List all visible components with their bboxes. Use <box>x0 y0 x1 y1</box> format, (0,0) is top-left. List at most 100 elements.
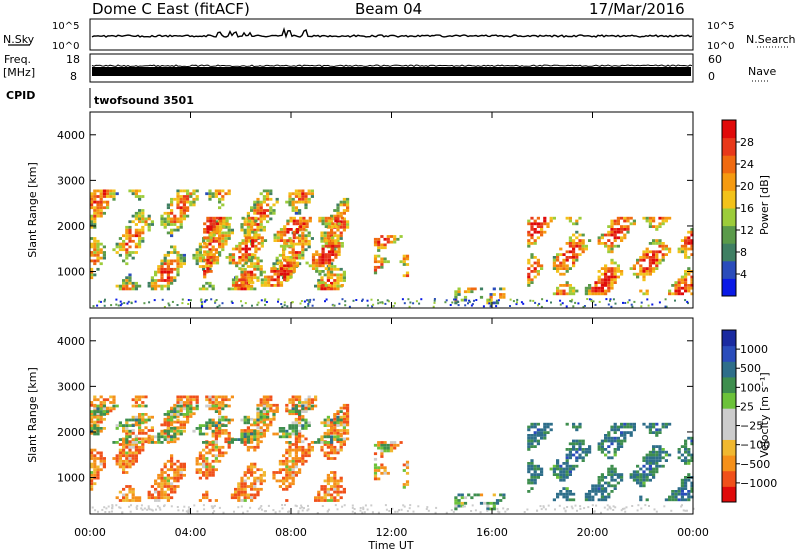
echo-cell <box>326 287 330 291</box>
ground-scatter-cell <box>274 511 277 514</box>
echo-cell <box>623 236 627 240</box>
echo-cell <box>93 415 97 419</box>
echo-cell <box>594 484 598 488</box>
echo-cell <box>288 432 292 436</box>
ground-scatter-cell <box>150 508 153 511</box>
echo-cell <box>594 492 598 496</box>
echo-cell <box>195 471 199 474</box>
echo-cell <box>289 256 293 259</box>
echo-cell <box>247 233 252 237</box>
echo-cell <box>594 487 598 490</box>
echo-cell <box>256 217 260 221</box>
echo-cell <box>310 398 314 402</box>
echo-cell <box>173 437 177 441</box>
echo-cell <box>253 253 257 257</box>
echo-cell <box>304 197 308 201</box>
echo-cell <box>336 440 340 444</box>
echo-cell <box>658 428 662 432</box>
colorbar-cell <box>722 486 736 503</box>
echo-cell <box>203 222 207 226</box>
echo-cell <box>588 445 592 448</box>
echo-cell <box>373 469 378 472</box>
echo-cell <box>310 448 314 452</box>
echo-cell <box>209 264 213 268</box>
echo-cell <box>186 206 190 210</box>
echo-cell <box>166 418 170 422</box>
echo-cell <box>320 279 324 282</box>
echo-cell <box>642 256 646 259</box>
echo-cell <box>684 459 688 462</box>
ground-scatter-cell <box>648 505 650 507</box>
echo-cell <box>202 496 206 500</box>
echo-cell <box>93 223 97 226</box>
ground-scatter-cell <box>364 504 367 507</box>
echo-cell <box>227 434 231 438</box>
echo-cell <box>212 253 216 256</box>
echo-cell <box>687 490 691 493</box>
ground-scatter-cell <box>280 303 283 305</box>
echo-cell <box>112 441 116 444</box>
echo-cell <box>211 287 215 291</box>
ground-scatter-cell <box>381 301 384 304</box>
echo-cell <box>173 413 177 416</box>
echo-cell <box>182 415 186 418</box>
echo-cell <box>301 410 305 413</box>
echo-cell <box>240 287 244 291</box>
echo-cell <box>291 248 295 252</box>
echo-cell <box>250 485 254 488</box>
echo-cell <box>125 284 129 288</box>
echo-cell <box>684 247 688 251</box>
echo-cell <box>383 449 387 453</box>
echo-cell <box>346 206 350 210</box>
echo-cell <box>642 476 646 479</box>
echo-cell <box>616 481 620 485</box>
echo-cell <box>559 292 563 296</box>
echo-cell <box>253 273 257 277</box>
echo-cell <box>90 214 94 218</box>
echo-cell <box>289 216 293 220</box>
echo-cell <box>182 206 186 210</box>
echo-cell <box>138 398 142 402</box>
echo-cell <box>253 211 257 215</box>
echo-cell <box>138 237 142 240</box>
echo-cell <box>246 435 250 439</box>
echo-cell <box>346 429 350 432</box>
echo-cell <box>209 236 213 240</box>
echo-cell <box>240 432 244 436</box>
echo-cell <box>224 451 228 455</box>
echo-cell <box>591 289 595 293</box>
echo-cell <box>658 445 662 448</box>
echo-cell <box>565 456 569 460</box>
echo-cell <box>530 436 534 440</box>
echo-cell <box>301 427 305 430</box>
ground-scatter-cell <box>526 508 529 511</box>
echo-cell <box>310 189 314 193</box>
echo-cell <box>607 289 611 293</box>
echo-cell <box>294 195 298 198</box>
echo-cell <box>333 273 337 277</box>
echo-cell <box>610 225 614 228</box>
ground-scatter-cell <box>444 301 447 304</box>
echo-cell <box>157 432 161 436</box>
echo-cell <box>604 448 608 451</box>
echo-cell <box>616 230 620 234</box>
ground-scatter-cell <box>105 507 108 510</box>
echo-cell <box>282 479 286 483</box>
echo-cell <box>292 222 296 226</box>
echo-cell <box>224 437 228 441</box>
echo-cell <box>339 211 343 215</box>
echo-cell <box>527 428 531 432</box>
echo-cell <box>131 445 135 449</box>
echo-cell <box>128 435 132 439</box>
ground-scatter-cell <box>249 506 252 509</box>
echo-cell <box>565 281 569 284</box>
echo-cell <box>128 251 132 254</box>
echo-cell <box>321 284 325 287</box>
ground-scatter-cell <box>498 511 501 514</box>
echo-cell <box>230 287 234 291</box>
echo-cell <box>253 438 257 441</box>
echo-cell <box>342 417 346 421</box>
echo-cell <box>323 431 327 435</box>
echo-cell <box>320 448 324 452</box>
echo-cell <box>214 192 218 196</box>
